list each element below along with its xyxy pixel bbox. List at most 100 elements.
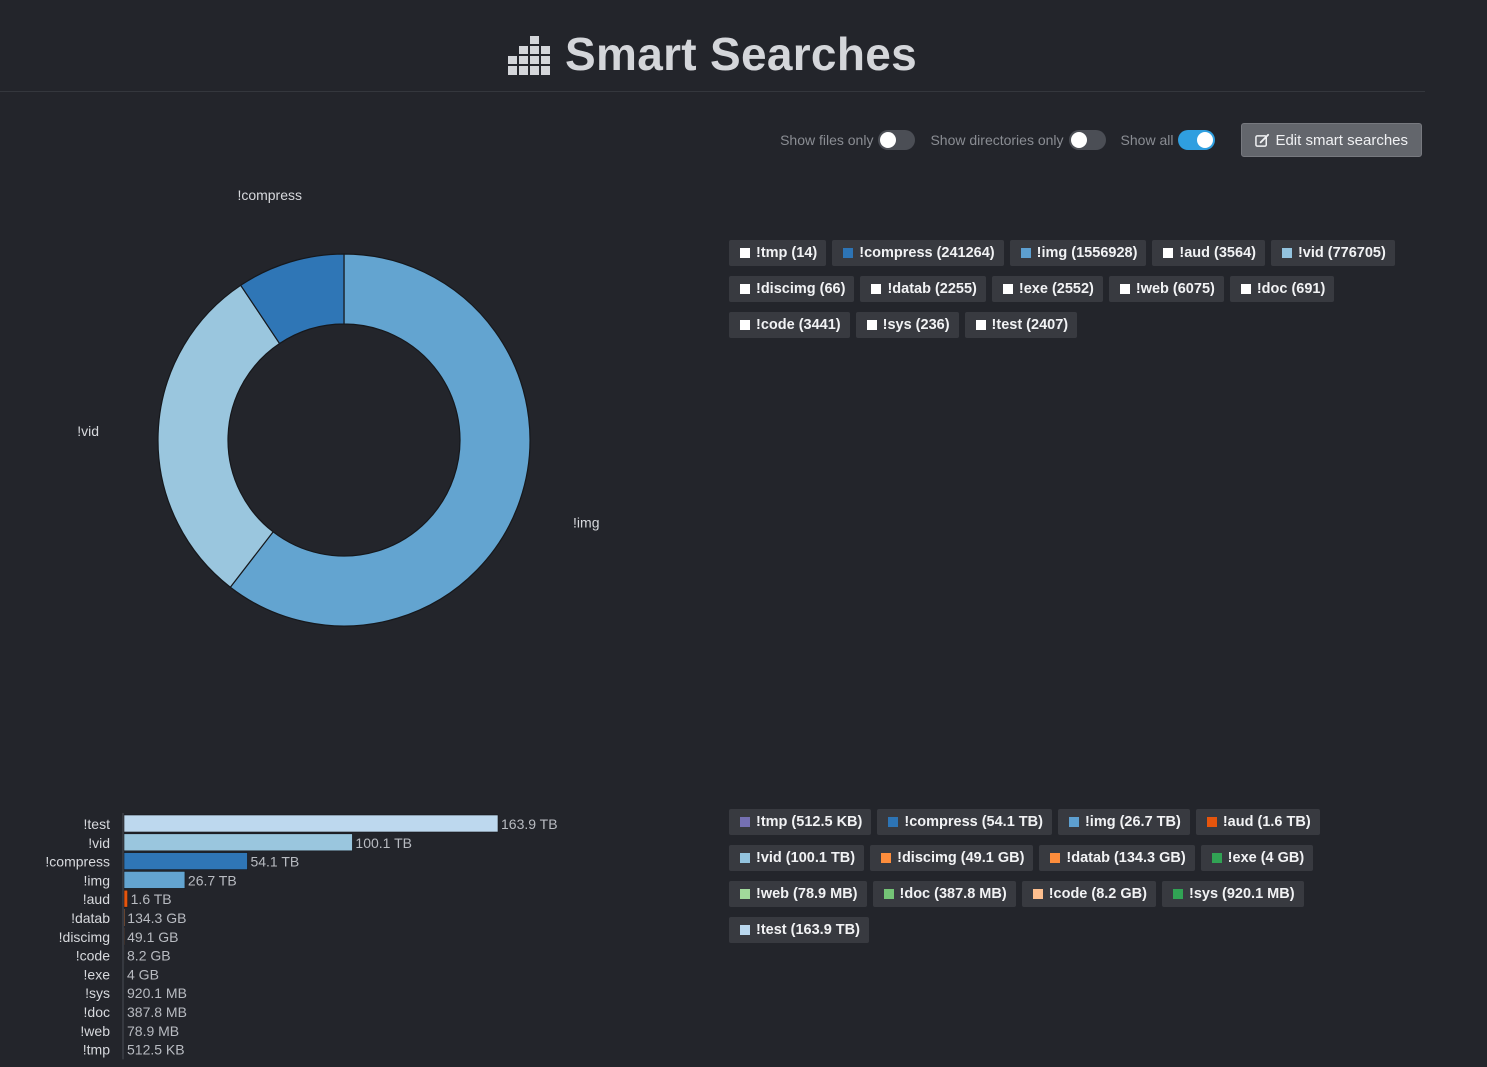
bar-value-label: 54.1 TB [250,854,299,870]
count-legend-item[interactable]: !doc (691) [1229,276,1335,302]
edit-smart-searches-button[interactable]: Edit smart searches [1241,123,1422,157]
bar-category-label: !compress [45,854,110,870]
count-legend-item[interactable]: !compress (241264) [832,240,1004,266]
bar-category-label: !datab [71,910,110,926]
files-only-label: Show files only [780,132,874,148]
bar-compress[interactable] [123,852,248,870]
count-legend-item[interactable]: !discimg (66) [729,276,855,302]
legend-swatch [740,889,750,899]
legend-label: !tmp (14) [756,245,818,261]
count-legend-item[interactable]: !exe (2552) [991,276,1103,302]
donut-label: !vid [77,423,99,439]
count-legend-item[interactable]: !code (3441) [729,312,850,338]
bar-img[interactable] [123,871,186,889]
bar-test[interactable] [123,814,499,833]
bar-value-label: 920.1 MB [127,985,187,1001]
legend-label: !sys (920.1 MB) [1188,886,1295,902]
legend-label: !aud (3564) [1179,245,1256,261]
legend-label: !aud (1.6 TB) [1222,814,1311,830]
title-wrap: Smart Searches [0,28,1425,80]
bar-value-label: 78.9 MB [127,1023,179,1039]
count-legend-item[interactable]: !img (1556928) [1009,240,1147,266]
size-legend-item[interactable]: !code (8.2 GB) [1021,881,1156,907]
bar-vid[interactable] [123,833,353,852]
legend-label: !discimg (49.1 GB) [897,850,1025,866]
legend-label: !datab (134.3 GB) [1066,850,1186,866]
donut-slice-img[interactable] [229,253,531,627]
bar-category-label: !vid [88,835,110,851]
filter-controls: Show files only Show directories only Sh… [780,123,1422,157]
bar-category-label: !sys [85,985,110,1001]
legend-swatch [1119,284,1130,294]
legend-swatch [843,248,854,258]
bar-value-label: 4 GB [127,966,159,982]
bar-category-label: !img [84,872,110,888]
bar-category-label: !test [84,816,111,832]
count-legend-item[interactable]: !web (6075) [1108,276,1224,302]
legend-swatch [1050,853,1061,863]
legend-swatch [740,853,750,863]
count-legend-item[interactable]: !datab (2255) [860,276,986,302]
legend-swatch [740,320,750,330]
bar-value-label: 49.1 GB [127,929,178,945]
size-legend-item[interactable]: !sys (920.1 MB) [1161,881,1304,907]
legend-label: !test (163.9 TB) [756,922,860,938]
size-legend-item[interactable]: !aud (1.6 TB) [1195,809,1320,835]
size-legend-item[interactable]: !discimg (49.1 GB) [870,845,1034,871]
legend-swatch [1211,853,1222,863]
files-only-switch[interactable] [878,130,916,150]
legend-swatch [1020,248,1031,258]
size-legend-item[interactable]: !doc (387.8 MB) [872,881,1016,907]
legend-label: !compress (241264) [859,245,995,261]
switch-knob [880,132,897,148]
bar-aud[interactable] [123,889,128,908]
legend-label: !sys (236) [882,317,950,333]
bar-value-label: 163.9 TB [501,816,558,832]
legend-label: !code (3441) [756,317,841,333]
dirs-only-switch[interactable] [1068,130,1106,150]
bar-value-label: 1.6 TB [131,891,172,907]
legend-label: !web (6075) [1135,281,1215,297]
donut-slice-compress[interactable] [239,253,345,345]
show-all-switch[interactable] [1178,130,1216,150]
count-legend: !tmp (14) !compress (241264) !img (1556928… [729,240,1409,338]
legend-swatch [1002,284,1013,294]
count-legend-item[interactable]: !sys (236) [855,312,959,338]
donut-slice-vid[interactable] [157,284,281,589]
bar-value-label: 100.1 TB [355,835,412,851]
size-legend-item[interactable]: !img (26.7 TB) [1057,809,1190,835]
legend-label: !datab (2255) [887,281,977,297]
count-donut-chart: !compress !vid !img [77,190,600,627]
count-legend-item[interactable]: !tmp (14) [729,240,827,266]
legend-swatch [1206,817,1217,827]
bars-chart-icon [508,35,551,75]
bar-category-label: !discimg [59,929,110,945]
size-legend-item[interactable]: !compress (54.1 TB) [877,809,1052,835]
size-legend-item[interactable]: !exe (4 GB) [1200,845,1314,871]
legend-label: !discimg (66) [756,281,846,297]
bar-value-label: 134.3 GB [127,910,186,926]
size-legend-item[interactable]: !datab (134.3 GB) [1039,845,1195,871]
legend-swatch [975,320,986,330]
legend-swatch [740,817,750,827]
legend-swatch [871,284,882,294]
page-title: Smart Searches [565,28,917,80]
size-legend-item[interactable]: !test (163.9 TB) [729,917,869,943]
bar-value-label: 8.2 GB [127,948,171,964]
size-legend-item[interactable]: !vid (100.1 TB) [729,845,865,871]
legend-swatch [883,889,894,899]
legend-swatch [881,853,892,863]
legend-label: !test (2407) [991,317,1069,333]
size-legend-item[interactable]: !tmp (512.5 KB) [729,809,872,835]
legend-swatch [1240,284,1251,294]
size-legend-item[interactable]: !web (78.9 MB) [729,881,867,907]
legend-swatch [1163,248,1174,258]
dirs-only-toggle-group: Show directories only [930,130,1106,150]
count-legend-item[interactable]: !aud (3564) [1152,240,1265,266]
count-legend-item[interactable]: !test (2407) [964,312,1078,338]
legend-label: !compress (54.1 TB) [904,814,1043,830]
size-bar-chart: !test 163.9 TB !vid 100.1 TB !compress 54.1 T… [45,813,558,1060]
dirs-only-label: Show directories only [930,132,1064,148]
legend-label: !exe (2552) [1018,281,1094,297]
count-legend-item[interactable]: !vid (776705) [1270,240,1395,266]
